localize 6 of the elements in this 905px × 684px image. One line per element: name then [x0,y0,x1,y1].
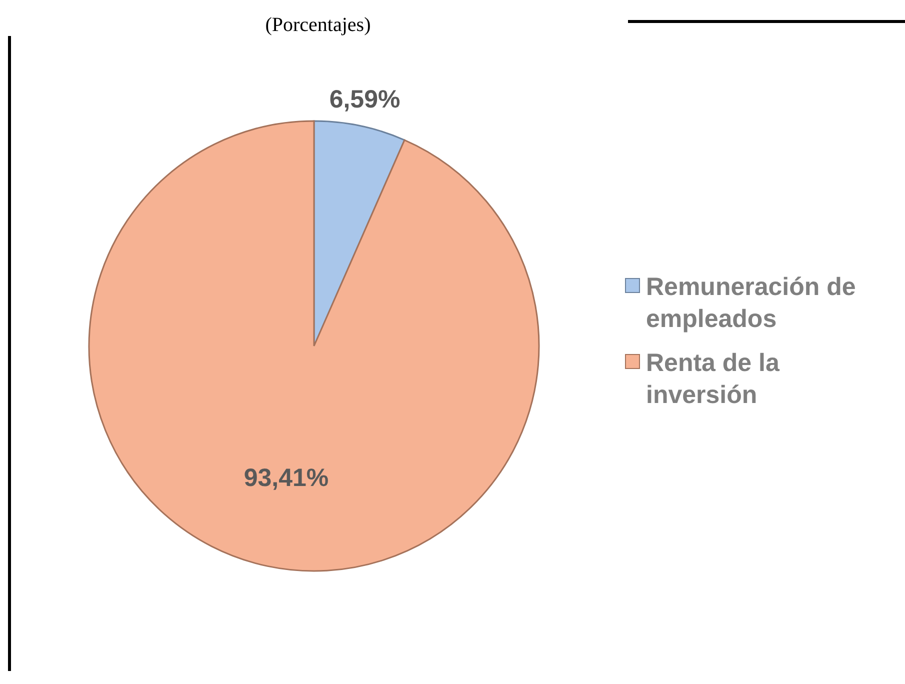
chart-title: (Porcentajes) [8,14,628,36]
pie-slice [88,120,540,572]
legend-label: Remuneración de empleados [646,272,857,335]
data-label: 93,41% [244,464,329,492]
data-label: 6,59% [329,85,400,114]
legend-label: Renta de la inversión [646,348,780,411]
